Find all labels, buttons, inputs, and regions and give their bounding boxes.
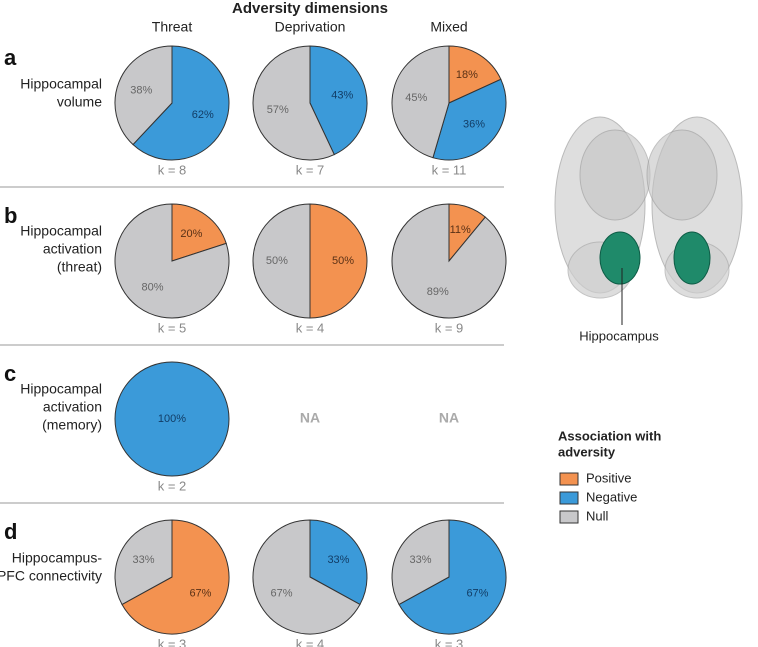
k-label: k = 2 [158, 478, 187, 493]
pie-slice [391, 519, 450, 606]
pie-slice [391, 203, 507, 319]
row-label: activation [43, 241, 102, 257]
row-label: volume [57, 94, 102, 110]
value-label: 33% [410, 554, 432, 566]
brain-illustration [554, 116, 743, 325]
pie-slice [432, 78, 507, 161]
pie-slice [309, 519, 368, 606]
value-label: 18% [456, 69, 478, 81]
value-label: 67% [271, 588, 293, 600]
value-label: 50% [332, 255, 354, 267]
legend-swatch [559, 510, 579, 524]
pie-slice [114, 519, 173, 606]
value-label: 50% [266, 255, 288, 267]
value-label: 80% [142, 282, 164, 294]
pie-slice [391, 45, 450, 159]
na-label: NA [439, 410, 459, 426]
pie-slice [309, 203, 368, 319]
chart-title: Adversity dimensions [232, 0, 388, 17]
value-label: 36% [463, 119, 485, 131]
row-letter: b [4, 203, 17, 228]
k-label: k = 4 [296, 636, 325, 647]
pie-slice [171, 203, 227, 262]
row-label: PFC connectivity [0, 568, 102, 584]
k-label: k = 3 [435, 636, 464, 647]
legend-label: Positive [586, 470, 632, 485]
column-label: Threat [152, 19, 193, 35]
pie-slice [252, 203, 311, 319]
value-label: 33% [327, 554, 349, 566]
pie-slice [309, 45, 368, 156]
legend-swatch [559, 472, 579, 486]
value-label: 11% [450, 224, 471, 236]
value-label: 45% [405, 92, 427, 104]
pie-slice [121, 519, 230, 635]
row-label: Hippocampal [20, 381, 102, 397]
pie-slice [448, 45, 502, 104]
value-label: 57% [267, 104, 289, 116]
k-label: k = 9 [435, 320, 464, 335]
value-label: 67% [189, 588, 211, 600]
pie-slice [252, 45, 335, 161]
value-label: 43% [331, 90, 353, 102]
value-label: 20% [180, 228, 202, 240]
pie-slice [398, 519, 507, 635]
value-label: 89% [427, 286, 449, 298]
column-label: Mixed [430, 19, 467, 35]
value-label: 100% [158, 413, 186, 425]
row-label: activation [43, 399, 102, 415]
legend-title: Association with [558, 428, 661, 443]
value-label: 62% [192, 109, 214, 121]
column-label: Deprivation [275, 19, 346, 35]
na-label: NA [300, 410, 320, 426]
annotation: Hippocampus [579, 328, 659, 343]
legend-title: adversity [558, 444, 616, 459]
pie-slice [132, 45, 230, 161]
value-label: 67% [466, 588, 488, 600]
value-label: 38% [130, 85, 152, 97]
legend-label: Null [586, 508, 609, 523]
row-label: (memory) [42, 417, 102, 433]
row-label: Hippocampal [20, 223, 102, 239]
row-label: (threat) [57, 259, 102, 275]
pie-slice [252, 519, 361, 635]
pie-slice [114, 361, 230, 477]
legend-swatch [559, 491, 579, 505]
row-letter: a [4, 45, 17, 70]
legend-label: Negative [586, 489, 637, 504]
k-label: k = 11 [432, 162, 467, 177]
value-label: 33% [133, 554, 155, 566]
pie-slice [114, 45, 173, 146]
pie-slice [114, 203, 230, 319]
k-label: k = 5 [158, 320, 187, 335]
row-letter: c [4, 361, 16, 386]
k-label: k = 8 [158, 162, 187, 177]
row-label: Hippocampus- [12, 550, 103, 566]
k-label: k = 7 [296, 162, 325, 177]
k-label: k = 3 [158, 636, 187, 647]
k-label: k = 4 [296, 320, 325, 335]
row-letter: d [4, 519, 17, 544]
row-label: Hippocampal [20, 76, 102, 92]
